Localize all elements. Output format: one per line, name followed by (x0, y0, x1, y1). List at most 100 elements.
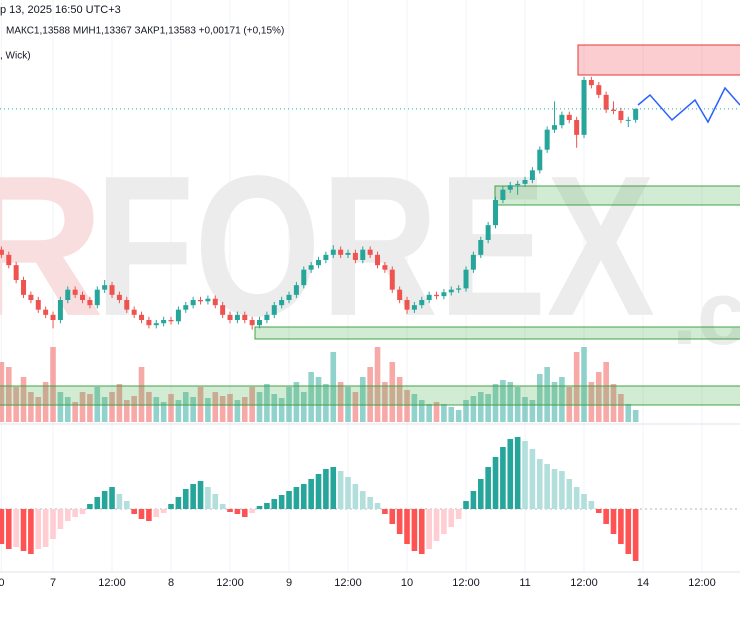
candle-body (345, 252, 351, 255)
oscillator-bar (175, 497, 182, 509)
candle-body (35, 300, 41, 310)
volume-bar (101, 397, 108, 422)
candle-body (397, 289, 403, 300)
volume-bar (477, 392, 484, 422)
oscillator-bar (625, 509, 632, 554)
candle-body (456, 288, 462, 290)
volume-bar (337, 382, 344, 422)
candle-body (13, 265, 19, 280)
candle-body (102, 285, 108, 290)
oscillator-bar (404, 509, 410, 544)
candle-body (603, 94, 609, 110)
oscillator-bar (448, 509, 455, 527)
oscillator-bar (367, 497, 373, 509)
oscillator-bar (618, 509, 624, 544)
watermark-main: FOREX (95, 135, 655, 358)
volume-bar (42, 382, 49, 422)
volume-bar (87, 394, 93, 422)
x-tick-label: 12:00 (688, 577, 716, 589)
candle-body (80, 294, 86, 300)
oscillator-bar (293, 487, 300, 509)
candle-body (87, 300, 93, 306)
oscillator-bar (13, 509, 19, 547)
x-tick-label: 12:00 (452, 577, 480, 589)
volume-bar (441, 404, 447, 422)
volume-bar (50, 347, 56, 422)
oscillator-bar (72, 509, 78, 517)
volume-bar (264, 384, 270, 422)
candle-body (257, 320, 263, 326)
volume-bar (632, 410, 639, 422)
volume-bar (219, 396, 226, 422)
oscillator-bar (588, 501, 595, 509)
volume-bar (123, 400, 130, 422)
candle-body (301, 269, 307, 286)
volume-bar (367, 367, 373, 422)
candle-body (183, 305, 189, 310)
volume-bar (610, 384, 617, 422)
candle-body (382, 265, 388, 270)
oscillator-bar (418, 509, 425, 554)
volume-bar (5, 367, 12, 422)
volume-bar (175, 400, 182, 422)
x-tick-label: 11 (519, 577, 530, 589)
candle-body (566, 114, 572, 120)
volume-bar (389, 362, 396, 422)
volume-bar (271, 394, 278, 422)
x-tick-label: 12:00 (216, 577, 244, 589)
oscillator-bar (610, 509, 617, 534)
volume-bar (330, 352, 337, 422)
oscillator-bar (116, 494, 123, 509)
candle-body (293, 285, 299, 295)
oscillator-bar (337, 471, 344, 509)
price-pane (0, 76, 740, 330)
oscillator-bar (190, 484, 196, 509)
volume-bar (559, 377, 565, 422)
watermark-lead: R (0, 135, 104, 358)
oscillator-bar (168, 504, 174, 509)
candle-body (411, 305, 417, 310)
candle-body (264, 314, 270, 320)
candle-body (352, 252, 358, 260)
volume-bar (500, 380, 506, 422)
candle-body (507, 185, 513, 190)
volume-bar (308, 372, 314, 422)
oscillator-bar (264, 503, 270, 509)
candle-body (168, 320, 174, 322)
volume-bar (470, 396, 477, 422)
volume-bar (463, 400, 469, 422)
oscillator-bar (109, 487, 115, 509)
oscillator-bar (595, 509, 602, 513)
oscillator-bar (300, 484, 307, 509)
volume-bar (374, 347, 381, 422)
x-tick-label: 14 (637, 577, 649, 589)
candle-body (441, 292, 447, 297)
oscillator-bar (94, 497, 101, 509)
candle-body (426, 294, 432, 300)
oscillator-bar (64, 509, 71, 521)
oscillator-bar (241, 509, 248, 517)
oscillator-bar (544, 464, 550, 509)
x-tick-label: 12:00 (570, 577, 598, 589)
oscillator-bar (249, 509, 255, 513)
candle-body (279, 300, 285, 306)
oscillator-bar (426, 509, 432, 549)
candle-body (574, 120, 580, 135)
oscillator-bar (411, 509, 418, 551)
oscillator-bar (0, 509, 5, 544)
oscillator-bar (182, 489, 189, 509)
oscillator-bar (463, 501, 469, 509)
candle-body (529, 170, 535, 180)
volume-bar (131, 396, 137, 422)
candle-body (500, 189, 506, 200)
candle-body (249, 320, 255, 326)
volume-bar (190, 397, 196, 422)
oscillator-bar (500, 447, 506, 509)
header-date: р 13, 2025 16:50 UTC+3 (0, 4, 121, 16)
oscillator-bar (57, 509, 64, 529)
candle-body (360, 249, 366, 260)
candle-body (552, 125, 558, 130)
oscillator-bar (50, 509, 56, 539)
watermark-tail: .c (672, 264, 740, 364)
